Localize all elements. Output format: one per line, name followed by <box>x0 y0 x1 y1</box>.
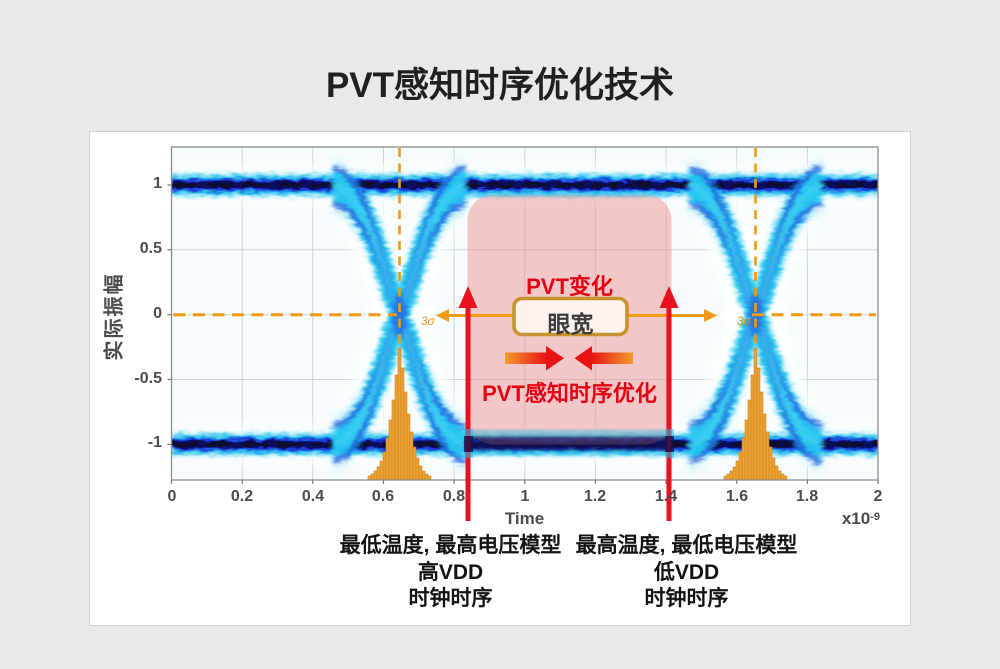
svg-text:3σ: 3σ <box>421 314 436 328</box>
svg-text:3σ: 3σ <box>737 314 752 328</box>
